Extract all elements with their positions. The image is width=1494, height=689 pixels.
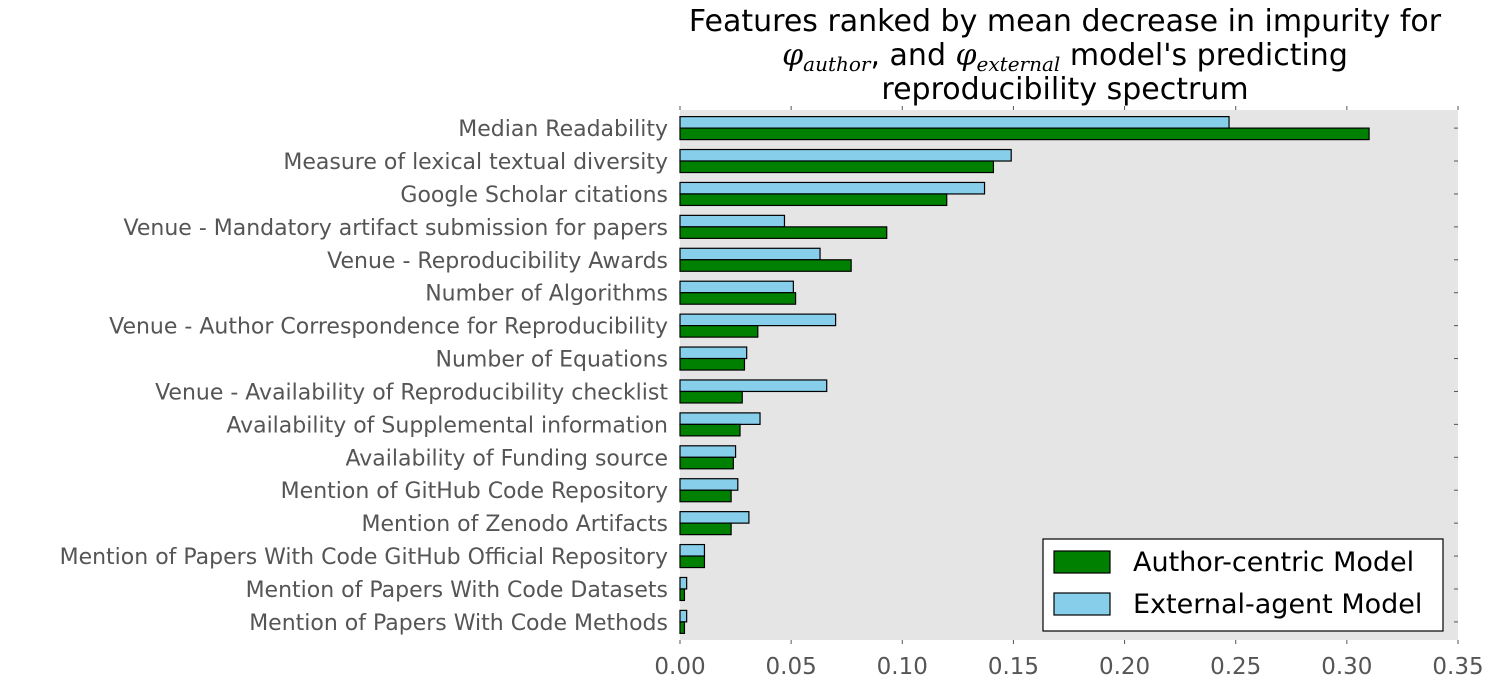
bar-author-centric — [679, 160, 995, 174]
bar-author-centric — [679, 357, 746, 371]
plot-area: Median Readability Measure of lexical tex… — [60, 106, 1484, 680]
bar-author-centric — [679, 555, 706, 569]
bar-external-agent — [679, 181, 986, 195]
x-tick-label: 0.25 — [1210, 654, 1261, 680]
bar-author-centric — [679, 588, 686, 602]
bar-author-centric — [679, 127, 1370, 141]
bar-external-agent — [679, 576, 688, 590]
bar-author-centric — [679, 390, 743, 404]
bar-external-agent — [679, 478, 739, 491]
phi-external-subscript: external — [976, 52, 1061, 76]
bar-author-centric — [679, 489, 732, 503]
chart-title-line-1: Features ranked by mean decrease in impu… — [688, 4, 1442, 39]
bar-external-agent — [679, 346, 748, 360]
bar-external-agent — [679, 445, 737, 458]
chart-title-line-3: reproducibility spectrum — [881, 72, 1249, 107]
bar-external-agent — [679, 313, 837, 327]
bar-author-centric — [679, 226, 888, 239]
bar-external-agent — [679, 148, 1012, 162]
y-tick-label: Mention of Papers With Code Datasets — [246, 578, 668, 603]
y-tick-label: Venue - Reproducibility Awards — [327, 249, 668, 274]
y-tick-label: Mention of Papers With Code Methods — [249, 611, 668, 636]
phi-author-subscript: author — [803, 52, 871, 76]
bar-external-agent — [679, 379, 828, 393]
y-tick-label: Measure of lexical textual diversity — [283, 150, 668, 175]
x-tick-label: 0.35 — [1432, 654, 1483, 680]
bar-author-centric — [679, 621, 686, 634]
y-tick-label: Mention of GitHub Code Repository — [281, 479, 668, 504]
legend-swatch — [1053, 592, 1111, 616]
y-tick-label: Availability of Supplemental information — [226, 413, 668, 438]
x-tick-label: 0.20 — [1099, 654, 1150, 680]
phi-external-symbol: φ — [955, 38, 977, 73]
x-tick-label: 0.10 — [877, 654, 928, 680]
legend-label: External-agent Model — [1133, 589, 1422, 620]
bar-external-agent — [679, 247, 821, 261]
bar-author-centric — [679, 456, 734, 470]
title-and-text: , and — [870, 38, 956, 73]
y-tick-label: Venue - Author Correspondence for Reprod… — [109, 315, 668, 340]
y-tick-label: Venue - Mandatory artifact submission fo… — [124, 216, 668, 241]
bar-author-centric — [679, 423, 741, 437]
bar-external-agent — [679, 280, 794, 294]
y-tick-label: Availability of Funding source — [346, 446, 668, 471]
bar-external-agent — [679, 214, 786, 228]
y-tick-label: Venue - Availability of Reproducibility … — [155, 380, 668, 405]
phi-author-symbol: φ — [782, 38, 804, 73]
bar-author-centric — [679, 193, 948, 207]
y-tick-label: Number of Algorithms — [425, 282, 668, 307]
bar-author-centric — [679, 325, 759, 338]
y-tick-label: Mention of Zenodo Artifacts — [362, 512, 668, 537]
bar-author-centric — [679, 259, 852, 272]
bar-author-centric — [679, 292, 797, 305]
bar-external-agent — [679, 116, 1230, 129]
y-tick-label: Median Readability — [458, 117, 668, 142]
bar-external-agent — [679, 543, 706, 557]
legend-label: Author-centric Model — [1133, 547, 1414, 578]
bar-external-agent — [679, 511, 750, 524]
x-tick-label: 0.15 — [988, 654, 1039, 680]
title-line2-tail: model's predicting — [1060, 38, 1348, 73]
x-tick-label: 0.00 — [654, 654, 705, 680]
bar-author-centric — [679, 522, 732, 536]
y-tick-label: Number of Equations — [436, 348, 668, 373]
bar-external-agent — [679, 412, 761, 425]
y-tick-label: Mention of Papers With Code GitHub Offic… — [60, 545, 668, 570]
x-tick-label: 0.05 — [766, 654, 817, 680]
chart-title-line-2: φauthor, and φexternal model's predictin… — [660, 38, 1470, 76]
x-tick-label: 0.30 — [1321, 654, 1372, 680]
bar-external-agent — [679, 609, 688, 623]
y-tick-label: Google Scholar citations — [400, 183, 668, 208]
legend-swatch — [1053, 550, 1111, 574]
